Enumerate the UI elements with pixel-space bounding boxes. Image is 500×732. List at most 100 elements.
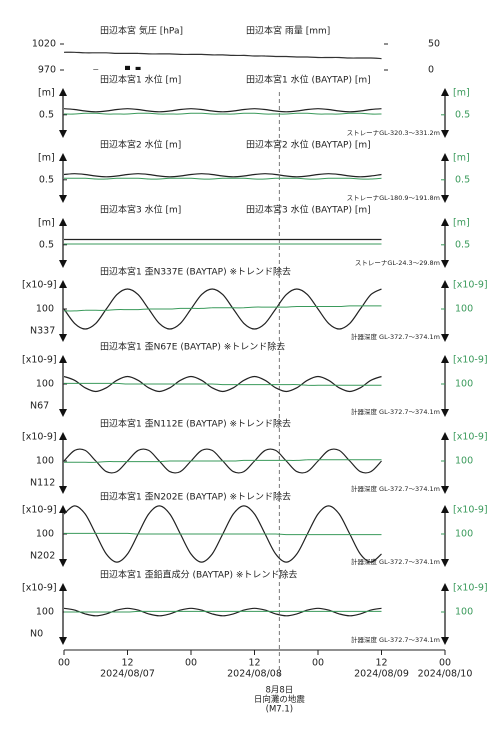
y2-unit: [x10-9]	[453, 583, 488, 594]
y2-tick-label: 0.5	[455, 109, 470, 120]
panel-note: ストレーナGL-320.3～331.2m	[347, 129, 440, 137]
panel-title: 田辺本宮1 歪N112E (BAYTAP) ※トレンド除去	[100, 418, 291, 430]
series-line	[64, 610, 382, 613]
series-line	[64, 108, 382, 113]
series-line	[64, 177, 382, 180]
y-tick-label: 0.5	[39, 174, 54, 185]
event-label: 8月8日	[265, 686, 293, 696]
panel-note: 計器深度 GL-372.7～374.1m	[351, 484, 440, 493]
x-tick-label: 00	[439, 658, 451, 669]
panel-title: 田辺本宮1 歪N202E (BAYTAP) ※トレンド除去	[100, 491, 291, 503]
y2-tick-label: 0.5	[455, 239, 470, 250]
component-label: N337	[30, 326, 55, 337]
y2-unit: [x10-9]	[453, 432, 488, 443]
y-tick-label: 100	[36, 456, 54, 467]
event-label: (M7.1)	[266, 705, 293, 715]
series-line	[64, 459, 382, 463]
panel-title: 田辺本宮1 歪鉛直成分 (BAYTAP) ※トレンド除去	[100, 569, 297, 581]
series-line	[64, 382, 382, 386]
panel: 田辺本宮1 歪N112E (BAYTAP) ※トレンド除去 [x10-9] [x10…	[22, 418, 488, 494]
y2-tick-label: 0	[428, 65, 434, 76]
y-unit: [m]	[38, 153, 55, 164]
panel-note: ストレーナGL-24.3～29.8m	[355, 259, 440, 267]
y-tick-label: 100	[36, 607, 54, 618]
y-unit: [x10-9]	[22, 355, 57, 366]
date-label: 2024/08/09	[354, 669, 409, 680]
panel-title: 田辺本宮 雨量 [mm]	[246, 25, 330, 37]
y-unit: [x10-9]	[22, 505, 57, 516]
x-tick-label: 00	[185, 658, 197, 669]
series-line	[64, 173, 382, 178]
series-line	[64, 532, 382, 536]
series-line	[64, 112, 382, 115]
component-label: N112	[30, 478, 55, 489]
bar	[125, 65, 130, 70]
y2-unit: [m]	[453, 153, 470, 164]
y2-tick-label: 100	[455, 607, 473, 618]
y2-unit: [m]	[453, 88, 470, 99]
panel-note: ストレーナGL-180.9～191.8m	[347, 194, 440, 202]
y2-unit: [x10-9]	[453, 505, 488, 516]
y2-unit: [x10-9]	[453, 355, 488, 366]
y-tick-label: 100	[36, 529, 54, 540]
panel: 田辺本宮1 水位 [m] 田辺本宮1 水位 (BAYTAP) [m] [m] [m] 0…	[38, 74, 470, 138]
series-line	[64, 607, 382, 617]
y2-tick-label: 100	[455, 456, 473, 467]
y-unit: [x10-9]	[22, 583, 57, 594]
series-line	[64, 375, 382, 393]
panel: 田辺本宮1 歪N337E (BAYTAP) ※トレンド除去 [x10-9] [x10…	[22, 266, 488, 342]
series-line	[64, 305, 382, 312]
panel-note: 計器深度 GL-372.7～374.1m	[351, 407, 440, 416]
y2-tick-label: 100	[455, 529, 473, 540]
bar	[93, 69, 99, 70]
y-tick-label: 100	[36, 379, 54, 390]
panel-title: 田辺本宮1 水位 [m]	[100, 74, 181, 86]
date-label: 2024/08/10	[418, 669, 473, 680]
x-tick-label: 00	[58, 658, 70, 669]
y-tick-label: 0.5	[39, 109, 54, 120]
series-line	[64, 288, 382, 330]
panel: 田辺本宮1 歪N67E (BAYTAP) ※トレンド除去 [x10-9] [x10-…	[22, 341, 488, 417]
component-label: N67	[30, 401, 49, 412]
x-tick-label: 12	[375, 658, 387, 669]
panel-title: 田辺本宮1 歪N67E (BAYTAP) ※トレンド除去	[100, 341, 285, 353]
panel-title: 田辺本宮2 水位 [m]	[100, 139, 181, 151]
date-label: 2024/08/08	[227, 669, 282, 680]
y2-unit: [m]	[453, 218, 470, 229]
y-unit: [m]	[38, 218, 55, 229]
y-tick-label: 100	[36, 304, 54, 315]
panel-note: 計器深度 GL-372.7～374.1m	[351, 557, 440, 566]
panel: 田辺本宮1 歪N202E (BAYTAP) ※トレンド除去 [x10-9] [x10…	[22, 491, 488, 567]
bar	[135, 66, 141, 70]
event-label: 日向灘の地震	[254, 694, 306, 705]
series-line	[64, 51, 382, 60]
y-tick-label: 1020	[32, 39, 56, 50]
panel: 田辺本宮 気圧 [hPa] 田辺本宮 雨量 [mm] 970 1020 0 50	[32, 25, 440, 76]
panel: 田辺本宮2 水位 [m] 田辺本宮2 水位 (BAYTAP) [m] [m] [m] 0…	[38, 139, 470, 203]
date-label: 2024/08/07	[100, 669, 155, 680]
panel-title: 田辺本宮2 水位 (BAYTAP) [m]	[246, 139, 371, 151]
y2-tick-label: 50	[428, 39, 440, 50]
x-tick-label: 12	[121, 658, 133, 669]
y-unit: [m]	[38, 88, 55, 99]
y2-tick-label: 100	[455, 379, 473, 390]
panel-title: 田辺本宮3 水位 (BAYTAP) [m]	[246, 204, 371, 216]
panel-title: 田辺本宮1 水位 (BAYTAP) [m]	[246, 74, 371, 86]
component-label: N202	[30, 551, 55, 562]
y2-tick-label: 100	[455, 304, 473, 315]
y2-tick-label: 0.5	[455, 174, 470, 185]
y-unit: [x10-9]	[22, 280, 57, 291]
panel: 田辺本宮1 歪鉛直成分 (BAYTAP) ※トレンド除去 [x10-9] [x10-…	[22, 569, 488, 645]
panel-note: 計器深度 GL-372.7～374.1m	[351, 332, 440, 341]
panel-title: 田辺本宮1 歪N337E (BAYTAP) ※トレンド除去	[100, 266, 291, 278]
y-tick-label: 0.5	[39, 239, 54, 250]
y-unit: [x10-9]	[22, 432, 57, 443]
component-label: N0	[30, 629, 43, 640]
x-tick-label: 12	[248, 658, 260, 669]
panel: 田辺本宮3 水位 [m] 田辺本宮3 水位 (BAYTAP) [m] [m] [m] 0…	[38, 204, 470, 268]
panel-title: 田辺本宮3 水位 [m]	[100, 204, 181, 216]
x-tick-label: 00	[312, 658, 324, 669]
y-tick-label: 970	[38, 65, 56, 76]
panel-note: 計器深度 GL-372.7～374.1m	[351, 635, 440, 644]
